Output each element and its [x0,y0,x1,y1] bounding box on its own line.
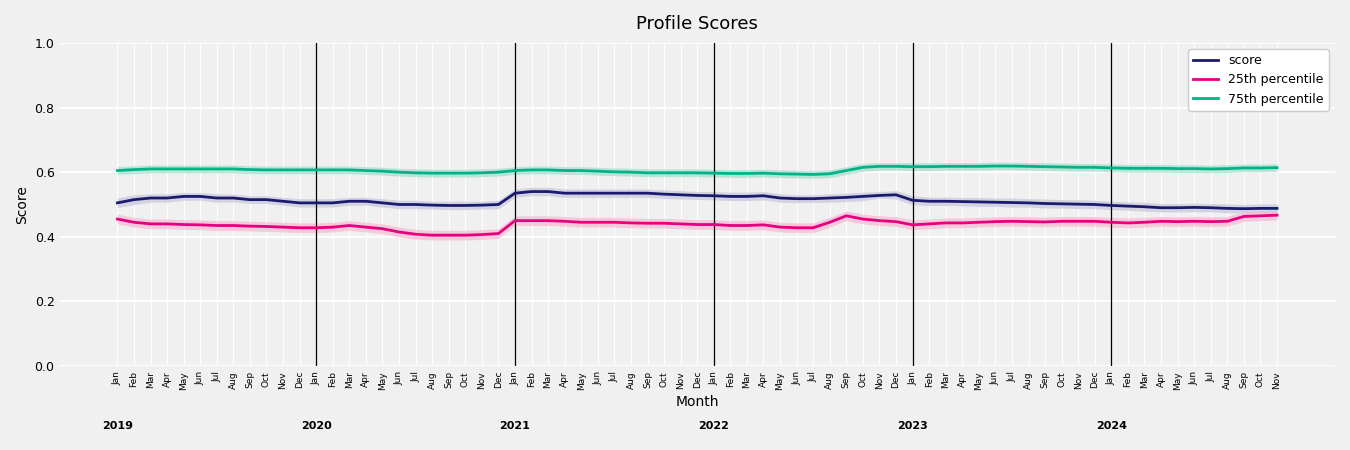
Title: Profile Scores: Profile Scores [636,15,759,33]
Text: 2024: 2024 [1096,421,1127,431]
Text: 2023: 2023 [898,421,927,431]
X-axis label: Month: Month [675,395,720,409]
Y-axis label: Score: Score [15,185,28,224]
Text: 2020: 2020 [301,421,332,431]
Text: 2022: 2022 [698,421,729,431]
Legend: score, 25th percentile, 75th percentile: score, 25th percentile, 75th percentile [1188,49,1328,111]
Text: 2021: 2021 [500,421,531,431]
Text: 2019: 2019 [101,421,132,431]
